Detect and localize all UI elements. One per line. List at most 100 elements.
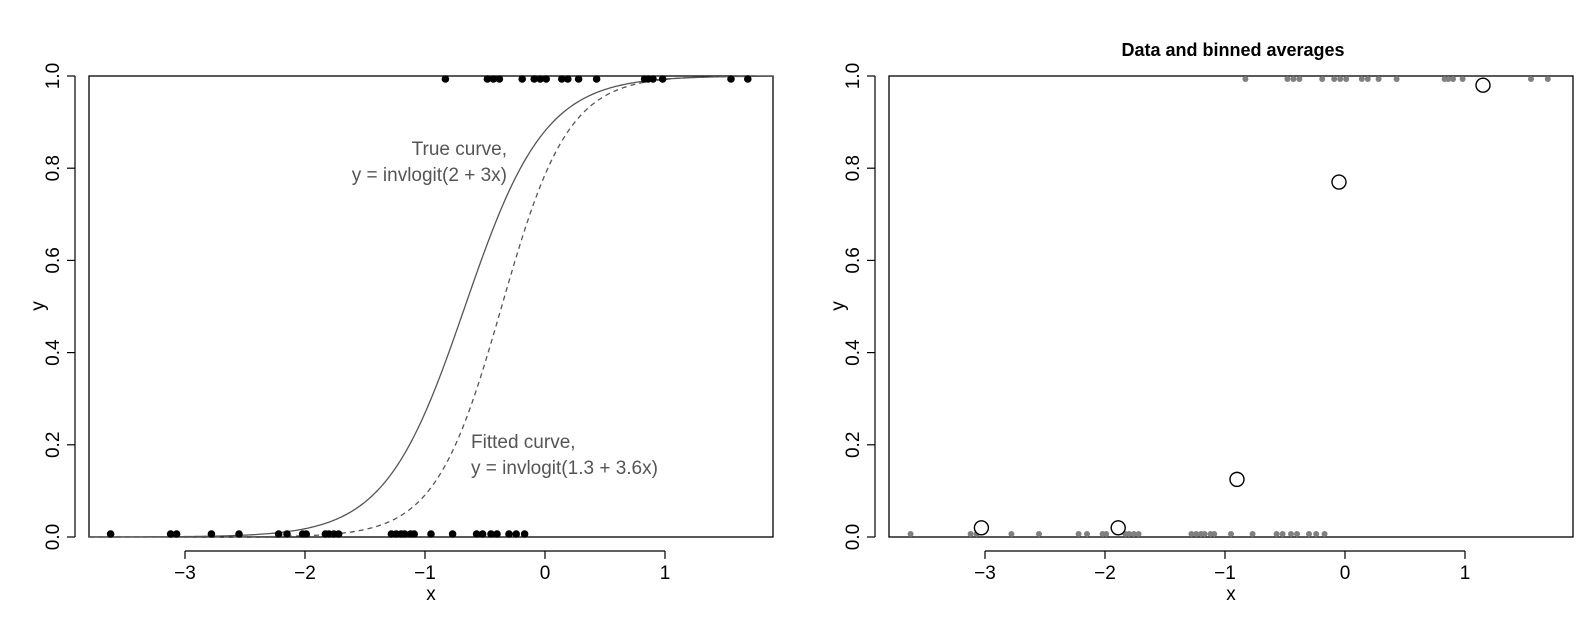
true-curve-label-line-2: y = invlogit(2 + 3x) bbox=[352, 165, 507, 186]
right-y-tick-label: 0.8 bbox=[843, 155, 864, 181]
data-point bbox=[907, 531, 914, 537]
right-x-axis-title: x bbox=[1226, 584, 1236, 605]
data-point bbox=[1193, 531, 1200, 537]
data-point bbox=[727, 75, 735, 83]
data-point bbox=[1393, 76, 1400, 82]
data-point bbox=[542, 75, 550, 83]
right-y-tick-label: 0.0 bbox=[843, 524, 864, 550]
left-panel: 0.0 0.2 0.4 0.6 0.8 1.0 −3 −2 −1 0 1 x y True cur… bbox=[28, 63, 774, 605]
data-point bbox=[1337, 76, 1344, 82]
data-point bbox=[1242, 76, 1249, 82]
left-y-tick-label: 1.0 bbox=[43, 63, 64, 89]
data-point bbox=[1319, 76, 1326, 82]
data-point bbox=[658, 75, 667, 83]
data-point bbox=[1358, 76, 1365, 82]
data-point bbox=[410, 530, 419, 538]
right-y-axis-title: y bbox=[828, 301, 849, 311]
binned-average-point bbox=[1110, 520, 1126, 536]
data-point bbox=[172, 530, 181, 538]
data-point bbox=[592, 75, 601, 83]
data-point bbox=[472, 530, 481, 538]
data-point bbox=[558, 75, 566, 83]
true-curve-annotation: True curve, y = invlogit(2 + 3x) bbox=[352, 139, 507, 186]
data-point bbox=[1126, 531, 1132, 537]
data-point bbox=[283, 530, 291, 538]
data-point bbox=[574, 75, 583, 83]
data-point bbox=[334, 530, 343, 538]
data-point bbox=[1135, 531, 1142, 537]
data-point bbox=[1294, 531, 1300, 537]
data-point bbox=[235, 530, 243, 538]
right-points bbox=[907, 76, 1551, 537]
data-point bbox=[1284, 76, 1291, 82]
data-point bbox=[1306, 531, 1312, 537]
data-point bbox=[1036, 531, 1042, 537]
data-point bbox=[512, 530, 520, 538]
left-y-tick-label: 0.2 bbox=[43, 432, 64, 458]
data-point bbox=[1249, 531, 1256, 537]
data-point bbox=[448, 530, 457, 538]
data-point bbox=[493, 530, 501, 538]
left-y-axis-title: y bbox=[28, 301, 49, 311]
data-point bbox=[1544, 76, 1551, 82]
binned-average-point bbox=[1229, 471, 1245, 488]
data-point bbox=[207, 530, 216, 538]
left-x-tick-label: −1 bbox=[414, 563, 436, 584]
data-point bbox=[478, 530, 487, 538]
data-point bbox=[1375, 76, 1382, 82]
data-point bbox=[1130, 531, 1137, 537]
data-point bbox=[530, 75, 538, 83]
left-x-axis: −3 −2 −1 0 1 bbox=[174, 550, 670, 584]
data-point bbox=[1075, 531, 1082, 537]
right-y-tick-label: 0.6 bbox=[843, 247, 864, 273]
data-point bbox=[1201, 531, 1208, 537]
left-points bbox=[106, 75, 752, 538]
right-y-tick-label: 0.4 bbox=[843, 339, 864, 366]
data-point bbox=[536, 75, 544, 83]
data-point bbox=[1364, 76, 1371, 82]
data-point bbox=[967, 531, 974, 537]
binned-average-point bbox=[1331, 174, 1347, 190]
data-point bbox=[649, 75, 657, 83]
right-panel: Data and binned averages 0.0 0.2 0.4 0.6 0.8… bbox=[828, 40, 1574, 605]
data-point bbox=[1279, 531, 1286, 537]
left-x-tick-label: −3 bbox=[174, 563, 196, 584]
data-point bbox=[1211, 531, 1218, 537]
data-point bbox=[1288, 531, 1294, 537]
right-y-tick-label: 1.0 bbox=[843, 63, 864, 89]
data-point bbox=[744, 75, 752, 83]
data-point bbox=[520, 530, 529, 538]
data-point bbox=[1084, 531, 1090, 537]
data-point bbox=[564, 75, 572, 83]
data-point bbox=[518, 75, 526, 83]
data-point bbox=[302, 530, 311, 538]
data-point bbox=[487, 530, 495, 538]
right-x-tick-label: −1 bbox=[1214, 563, 1236, 584]
data-point bbox=[1528, 76, 1534, 82]
data-point bbox=[1459, 76, 1466, 82]
data-point bbox=[166, 530, 175, 538]
right-y-axis: 0.0 0.2 0.4 0.6 0.8 1.0 bbox=[843, 63, 876, 550]
left-x-tick-label: −2 bbox=[294, 563, 316, 584]
data-point bbox=[106, 530, 115, 538]
data-point bbox=[1313, 531, 1320, 537]
data-point bbox=[483, 75, 492, 83]
right-plot-frame bbox=[888, 75, 1574, 538]
data-point bbox=[1103, 531, 1110, 537]
right-y-tick-label: 0.2 bbox=[843, 432, 864, 458]
left-x-tick-label: 0 bbox=[540, 563, 551, 584]
data-point bbox=[400, 530, 409, 538]
left-y-tick-label: 0.6 bbox=[43, 247, 64, 273]
data-point bbox=[505, 530, 513, 538]
fitted-curve-annotation: Fitted curve, y = invlogit(1.3 + 3.6x) bbox=[471, 432, 658, 479]
right-plot-title: Data and binned averages bbox=[1121, 40, 1344, 60]
data-point bbox=[1450, 76, 1456, 82]
binned-average-point bbox=[973, 520, 990, 536]
left-y-tick-label: 0.8 bbox=[43, 155, 64, 181]
data-point bbox=[1343, 76, 1350, 82]
right-x-tick-label: −2 bbox=[1094, 563, 1116, 584]
right-x-tick-label: 1 bbox=[1460, 563, 1471, 584]
right-x-axis: −3 −2 −1 0 1 bbox=[974, 550, 1471, 584]
data-point bbox=[1273, 531, 1280, 537]
right-x-tick-label: 0 bbox=[1340, 563, 1351, 584]
